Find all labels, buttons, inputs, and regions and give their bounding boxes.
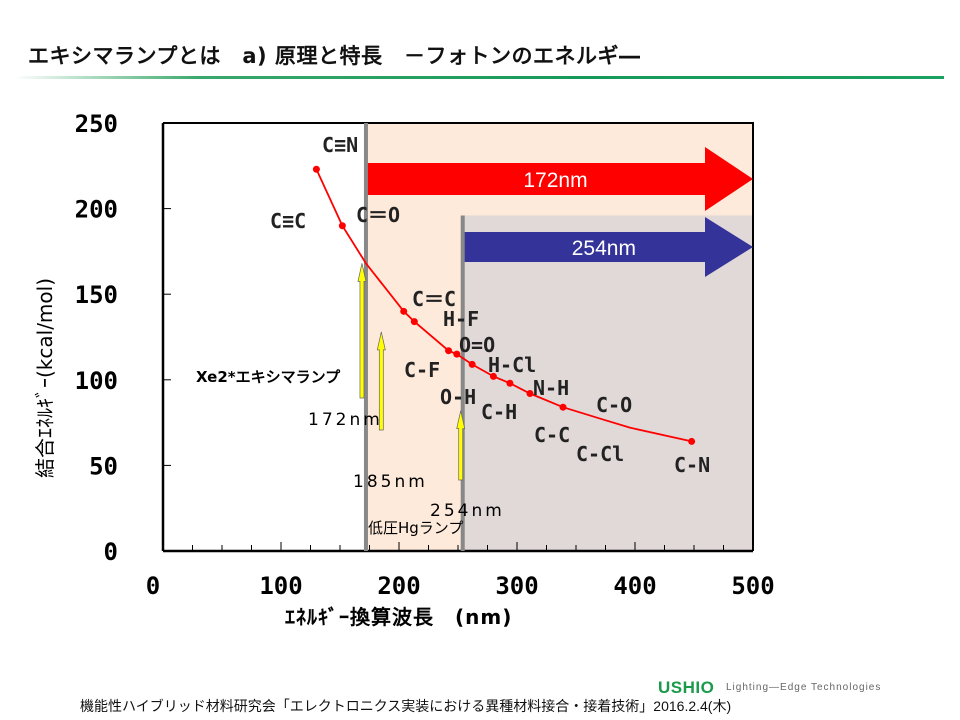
data-point [338,222,346,230]
lamp-name: 低圧Hgランプ [368,519,463,537]
lamp-arrow-172nm [357,263,367,399]
bond-label: C-H [481,400,517,424]
y-axis-label: 結合ｴﾈﾙｷﾞｰ(kcal/mol) [33,278,57,478]
range-arrow-172nm [365,147,753,211]
bond-label: C＝C [412,287,456,311]
data-point [453,350,461,358]
x-tick-label: 500 [731,572,774,600]
data-point [526,389,534,397]
bond-label: C≡C [270,209,306,233]
y-tick-label: 50 [89,452,118,480]
y-tick-label: 100 [75,367,118,395]
bond-label: C＝O [356,203,400,227]
bond-label: C-N [674,453,710,477]
x-tick-label: 400 [613,572,656,600]
x-tick-label: 0 [146,572,160,600]
bond-label: O=O [459,333,495,357]
bond-label: C-F [404,358,440,382]
lamp-wavelength-label: 185nm [353,472,428,492]
x-axis-label: ｴﾈﾙｷﾞｰ換算波長 (nm) [285,605,512,629]
data-point [468,360,476,368]
logo-tagline: Lighting—Edge Technologies [726,682,882,693]
x-tick-label: 100 [259,572,302,600]
lamp-arrow-254nm [456,410,466,481]
bond-label: C-O [596,393,632,417]
slide-title: エキシマランプとは a) 原理と特長 －フォトンのエネルギ― [28,44,641,68]
y-tick-label: 200 [75,196,118,224]
x-tick-label: 300 [495,572,538,600]
data-point [506,379,514,387]
lamp-arrow-185nm [376,331,386,431]
lamp-wavelength-label: 254nm [430,501,505,521]
data-point [410,318,418,326]
data-point [312,165,320,173]
bond-label: C-Cl [576,442,624,466]
bond-label: C≡N [322,133,358,157]
data-point [688,437,696,445]
data-point [489,372,497,380]
range-arrow-label: 172nm [523,169,587,192]
bond-label: N-H [533,376,569,400]
data-point [445,347,453,355]
y-tick-label: 250 [75,110,118,138]
y-tick-label: 150 [75,281,118,309]
lamp-wavelength-label: 172nm [308,410,383,430]
range-arrow-254nm [462,217,753,277]
y-tick-label: 0 [104,538,118,566]
footer-text: 機能性ハイブリッド材料研究会「エレクトロニクス実装における異種材料接合・接着技術… [80,698,732,714]
title-divider [14,76,944,79]
range-arrow-label: 254nm [572,237,636,260]
lamp-name: Xe2*エキシマランプ [196,368,341,386]
plot-frame [163,122,754,551]
bond-label: O-H [440,385,476,409]
bond-label: H-Cl [488,353,536,377]
data-point [400,307,408,315]
ushio-logo: USHIO [658,678,715,697]
x-tick-label: 200 [377,572,420,600]
bond-label: C-C [534,423,570,447]
data-point [559,403,567,411]
bond-label: H-F [443,307,479,331]
